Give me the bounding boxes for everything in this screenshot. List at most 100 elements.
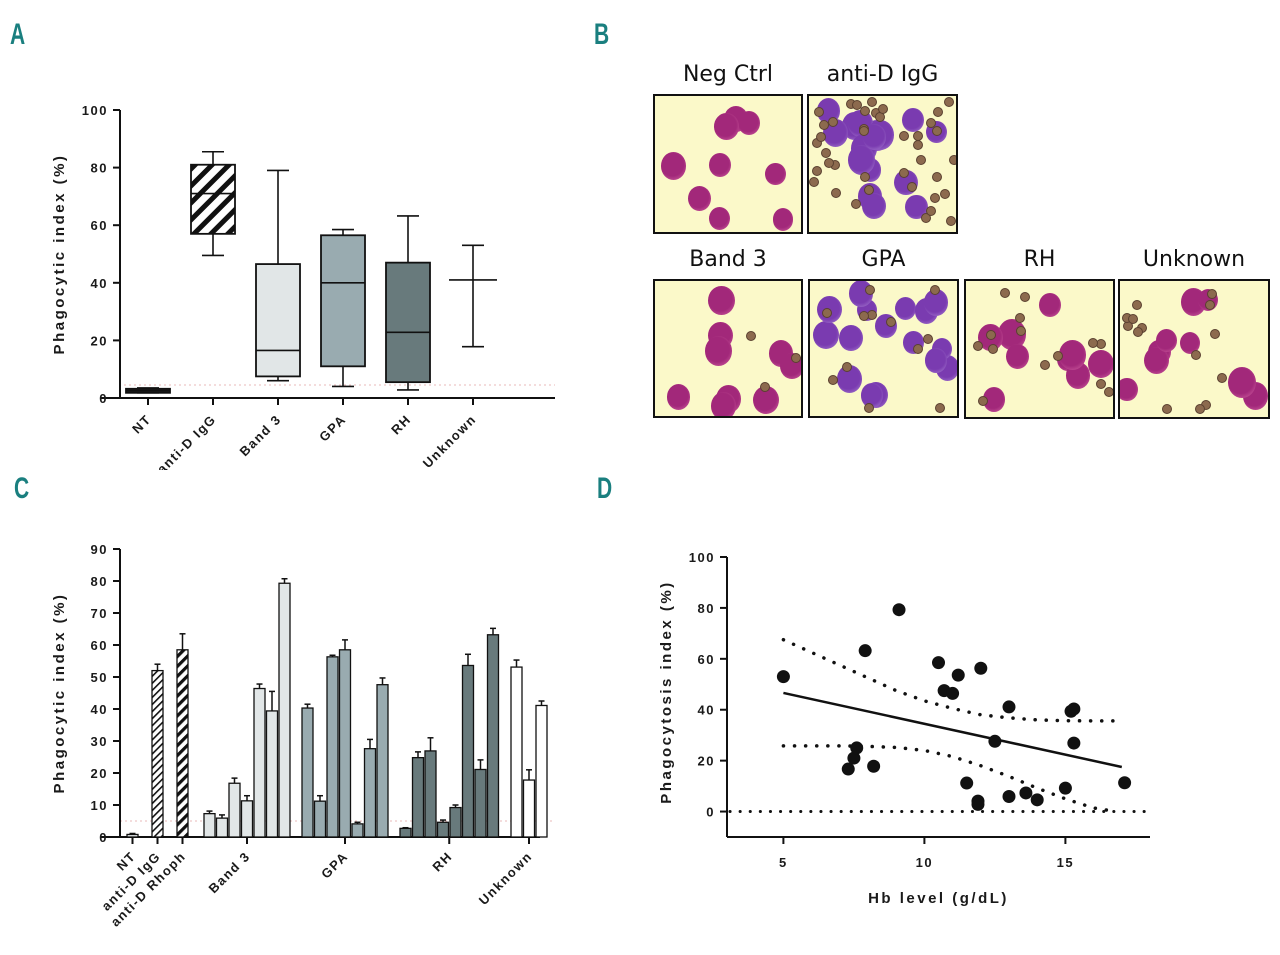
- x-tick-label: Band 3: [206, 849, 254, 897]
- rbc-cell: [973, 341, 984, 352]
- rbc-cell: [899, 168, 910, 179]
- rbc-cell: [814, 106, 825, 117]
- rbc-cell: [791, 352, 801, 363]
- data-point: [1019, 786, 1033, 800]
- rbc-cell: [1131, 299, 1142, 310]
- micrograph-label: GPA: [861, 247, 906, 272]
- rbc-cell: [1103, 386, 1113, 397]
- bar: [228, 782, 241, 838]
- rbc-cell: [931, 125, 942, 136]
- micrograph-gpa: [808, 279, 959, 418]
- rbc-cell: [940, 189, 951, 200]
- data-point: [1067, 736, 1081, 750]
- data-point: [850, 741, 864, 755]
- bar: [376, 684, 389, 838]
- rbc-cell: [985, 330, 996, 341]
- rbc-cell: [828, 117, 839, 128]
- rbc-cell: [850, 198, 861, 209]
- y-tick-label: 90: [91, 542, 108, 557]
- rbc-cell: [746, 331, 757, 342]
- bar: [176, 649, 189, 838]
- rbc-cell: [948, 155, 956, 166]
- data-point: [1064, 704, 1078, 718]
- data-point: [1002, 790, 1016, 804]
- data-point: [841, 762, 855, 776]
- rbc-cell: [913, 344, 924, 355]
- y-tick-label: 60: [91, 638, 108, 653]
- bar: [265, 710, 279, 838]
- y-tick-label: 100: [689, 550, 715, 565]
- rbc-cell: [926, 117, 937, 128]
- y-axis-title: Phagocytic index (%): [51, 593, 68, 794]
- data-point: [946, 686, 960, 700]
- bar-group-band-3: [203, 578, 291, 838]
- y-tick-label: 60: [91, 218, 108, 233]
- macrophage-cell: [710, 392, 737, 416]
- rbc-cell: [913, 139, 924, 150]
- panel-letter-a: A: [10, 18, 26, 51]
- bar: [474, 768, 487, 838]
- macrophage-cell: [1156, 328, 1177, 352]
- rbc-cell: [1132, 326, 1143, 337]
- rbc-cell: [1190, 350, 1201, 361]
- y-tick-label: 20: [91, 766, 108, 781]
- rbc-cell: [842, 362, 853, 372]
- bar: [449, 806, 462, 838]
- y-tick-label: 100: [82, 103, 108, 118]
- macrophage-cell: [687, 185, 712, 212]
- rbc-cell: [867, 97, 878, 108]
- micrograph-rh: [964, 279, 1115, 419]
- x-tick-label: Unknown: [476, 849, 535, 908]
- rbc-cell: [978, 396, 989, 407]
- macrophage-cell: [660, 151, 687, 180]
- y-tick-label: 70: [91, 606, 108, 621]
- macrophage-cell: [765, 162, 786, 186]
- rbc-cell: [821, 148, 832, 159]
- macrophage-cell: [708, 152, 731, 177]
- bar: [278, 582, 291, 838]
- bar: [522, 779, 536, 838]
- data-point: [847, 751, 861, 765]
- rbc-cell: [830, 187, 841, 198]
- data-point: [932, 656, 945, 670]
- macrophage-cell: [894, 297, 916, 321]
- macrophage-cell: [924, 348, 948, 373]
- rbc-cell: [1194, 403, 1205, 414]
- rbc-cell: [935, 403, 946, 414]
- bar: [436, 821, 450, 838]
- x-tick-label: 15: [1057, 855, 1074, 870]
- rbc-cell: [859, 106, 870, 117]
- y-tick-label: 0: [99, 830, 108, 845]
- rbc-cell: [859, 172, 870, 183]
- x-tick-label: 5: [779, 855, 788, 870]
- bar-group-rh: [399, 627, 500, 838]
- macrophage-cell: [1038, 292, 1061, 318]
- macrophage-cell: [773, 208, 794, 231]
- box-nt: [125, 387, 171, 394]
- bar-group-nt: [126, 832, 139, 838]
- ci-lower-band: [781, 744, 1118, 814]
- data-point: [971, 797, 985, 811]
- rbc-cell: [1207, 289, 1218, 300]
- rbc-cell: [859, 125, 870, 136]
- y-tick-label: 80: [91, 161, 108, 176]
- rbc-cell: [877, 104, 888, 115]
- bar: [126, 833, 139, 838]
- bar: [351, 823, 364, 838]
- rbc-cell: [926, 205, 937, 216]
- x-tick-label: GPA: [318, 849, 351, 882]
- data-point: [1002, 700, 1016, 714]
- rbc-cell: [1128, 314, 1139, 325]
- micrograph-label: Neg Ctrl: [682, 62, 774, 87]
- macrophage-cell: [847, 144, 876, 175]
- micrograph-neg-ctrl: [653, 94, 803, 234]
- panel-letter-d: D: [597, 472, 613, 505]
- bar: [240, 800, 254, 838]
- macrophage-cell: [816, 97, 841, 124]
- y-tick-label: 30: [91, 734, 108, 749]
- data-point: [776, 670, 790, 684]
- data-point: [974, 661, 988, 675]
- macrophage-cell: [1144, 347, 1169, 375]
- macrophage-cell: [1180, 332, 1201, 355]
